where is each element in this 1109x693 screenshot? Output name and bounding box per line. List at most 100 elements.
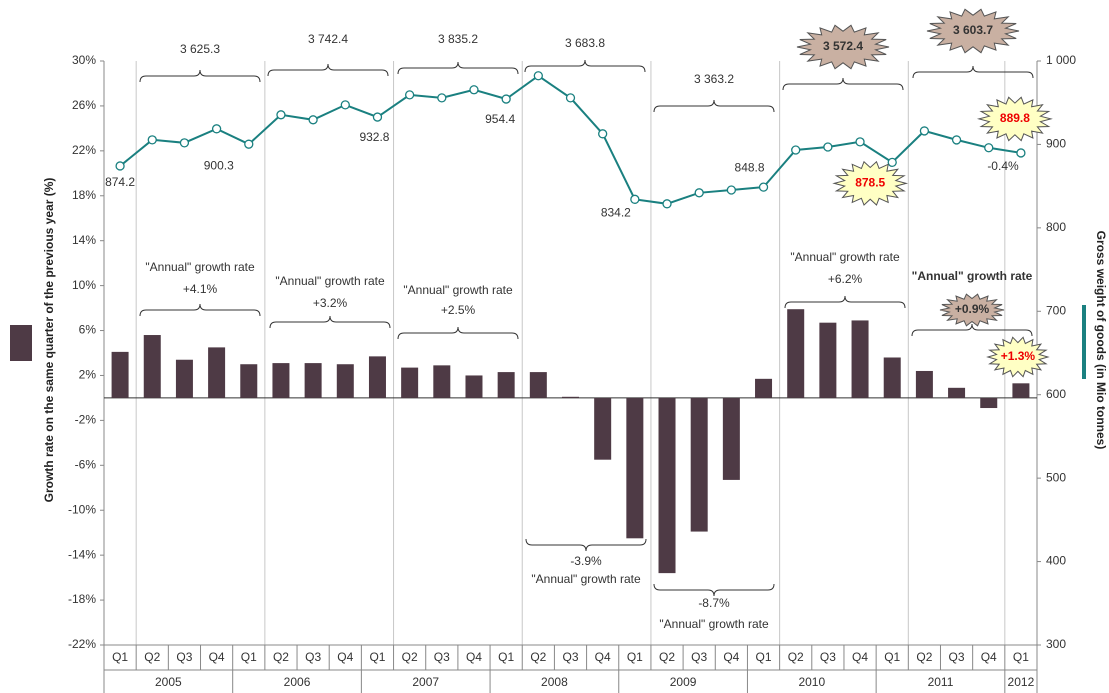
brace [653,583,775,597]
growth-label: "Annual" growth rate [145,260,255,274]
line-point [662,199,672,209]
growth-label: "Annual" growth rate [531,572,641,586]
x-tick-label: Q2 [530,650,546,664]
data-label: 834.2 [601,205,631,219]
bar [658,397,676,574]
bar [175,359,193,398]
x-tick-label: Q1 [884,650,900,664]
y2-tick-label: 600 [1046,387,1066,401]
data-label: 932.8 [359,130,389,144]
y2-axis-title: Gross weight of goods (in Mio tonnes) [1094,231,1108,450]
line-point [630,194,640,204]
y2-tick-label: 800 [1046,220,1066,234]
y-tick-label: 2% [79,368,97,382]
x-tick-label: Q2 [144,650,160,664]
y-tick-label: -2% [75,413,97,427]
data-label: 889.8 [1000,111,1030,125]
x-group-label: 2011 [928,675,954,689]
brace [139,69,261,83]
x-tick-label: Q4 [852,650,868,664]
x-tick-label: Q4 [723,650,739,664]
data-label: 848.8 [735,160,765,174]
x-tick-label: Q1 [756,650,772,664]
growth-value: +6.2% [828,272,863,286]
growth-value: -3.9% [570,554,602,568]
line-point [340,100,350,110]
burst [832,160,909,206]
x-group-label: 2012 [1008,675,1035,689]
line-point [437,93,447,103]
bar [948,387,966,398]
bar [304,363,322,398]
x-tick-label: Q2 [659,650,675,664]
annual-total: 3 603.7 [953,23,993,37]
burst [986,336,1050,378]
line-point [501,94,511,104]
bar [465,375,483,398]
y-tick-label: 10% [72,278,96,292]
bar [562,396,579,398]
bar [497,372,515,398]
bar [143,335,161,398]
x-tick-label: Q2 [788,650,804,664]
legend-swatch [10,325,32,361]
line-point [791,145,801,155]
growth-label: "Annual" growth rate [790,250,900,264]
y-tick-label: -14% [68,547,96,561]
y2-tick-label: 1 000 [1046,53,1076,67]
x-tick-label: Q1 [241,650,257,664]
x-tick-label: Q4 [595,650,611,664]
x-tick-label: Q1 [369,650,385,664]
brace [912,65,1034,79]
x-tick-label: Q2 [402,650,418,664]
y-tick-label: -22% [68,637,96,651]
line-point [1016,148,1026,158]
data-label: +1.3% [1001,349,1036,363]
x-tick-label: Q3 [176,650,192,664]
x-tick-label: Q3 [949,650,965,664]
brace [397,326,519,340]
bar [755,378,773,398]
x-group-label: 2010 [798,675,825,689]
line-point [469,85,479,95]
line-point [276,110,286,120]
growth-value: +0.9% [955,302,990,316]
y2-tick-label: 500 [1046,470,1066,484]
line-point [855,137,865,147]
y-tick-label: 18% [72,188,96,202]
line-point [533,71,543,81]
y-tick-label: -6% [75,457,97,471]
burst [939,293,1005,327]
x-tick-label: Q1 [627,650,643,664]
line-point [179,138,190,148]
bar [111,351,129,398]
y2-tick-label: 900 [1046,137,1066,151]
legend-swatch [1082,305,1086,379]
x-tick-label: Q4 [466,650,482,664]
bar [208,347,226,398]
x-group-label: 2007 [412,675,439,689]
growth-value: +3.2% [313,296,348,310]
bar [272,363,290,398]
y-tick-label: 22% [72,143,96,157]
line-point [115,161,125,171]
bar [851,320,869,398]
annual-total: 3 742.4 [308,32,348,46]
bar [433,365,451,398]
bar [368,356,386,398]
brace [782,77,904,91]
brace [653,99,775,113]
data-label: 900.3 [204,158,234,172]
line-point [308,115,318,125]
line-point [598,129,608,139]
x-tick-label: Q3 [434,650,450,664]
line-point [694,188,704,198]
bar [690,397,708,532]
bar [240,364,258,398]
y2-tick-label: 700 [1046,303,1066,317]
x-tick-label: Q4 [981,650,997,664]
x-tick-label: Q3 [820,650,836,664]
line-point [919,126,930,136]
growth-label: "Annual" growth rate [403,283,513,297]
line-point [887,157,897,168]
